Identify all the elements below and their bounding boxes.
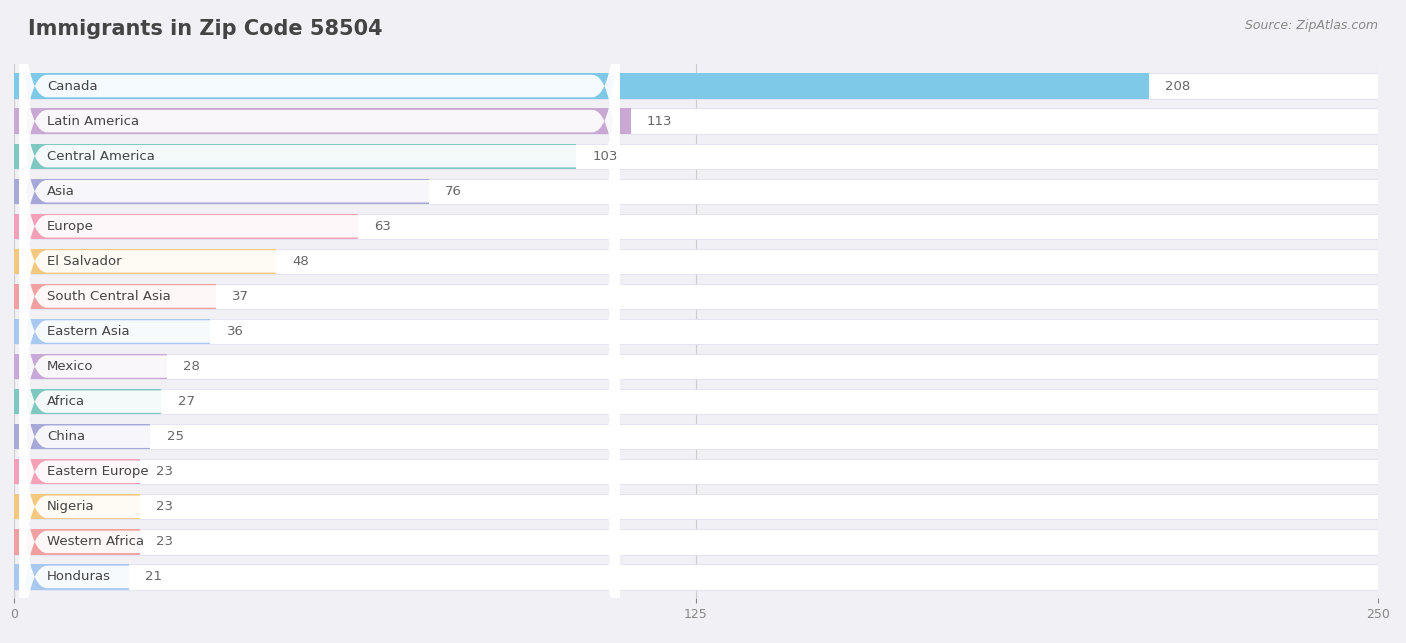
Bar — [14, 109, 630, 134]
Bar — [14, 529, 139, 554]
Text: 113: 113 — [647, 114, 672, 127]
Bar — [14, 529, 1378, 554]
Text: Eastern Europe: Eastern Europe — [46, 466, 149, 478]
Text: Eastern Asia: Eastern Asia — [46, 325, 129, 338]
FancyBboxPatch shape — [20, 237, 620, 566]
Text: 28: 28 — [183, 360, 200, 373]
FancyBboxPatch shape — [20, 0, 620, 250]
Text: 27: 27 — [177, 395, 194, 408]
FancyBboxPatch shape — [20, 203, 620, 530]
Bar — [14, 565, 1378, 590]
Text: Asia: Asia — [46, 185, 75, 198]
Text: Latin America: Latin America — [46, 114, 139, 127]
Text: 76: 76 — [446, 185, 463, 198]
FancyBboxPatch shape — [20, 27, 620, 356]
Text: Western Africa: Western Africa — [46, 536, 143, 548]
Bar — [14, 494, 1378, 520]
Bar — [14, 73, 1378, 98]
Bar — [14, 459, 139, 484]
Bar — [14, 354, 167, 379]
FancyBboxPatch shape — [20, 343, 620, 643]
FancyBboxPatch shape — [20, 62, 620, 390]
Bar — [14, 143, 1378, 169]
Text: El Salvador: El Salvador — [46, 255, 121, 268]
Bar — [14, 109, 1378, 134]
FancyBboxPatch shape — [20, 167, 620, 496]
Text: South Central Asia: South Central Asia — [46, 290, 170, 303]
Text: 21: 21 — [145, 570, 162, 583]
Bar — [14, 565, 128, 590]
Bar — [14, 424, 1378, 449]
Bar — [14, 249, 1378, 274]
Text: Europe: Europe — [46, 220, 94, 233]
Text: 23: 23 — [156, 500, 173, 513]
Text: Africa: Africa — [46, 395, 84, 408]
Text: Source: ZipAtlas.com: Source: ZipAtlas.com — [1244, 19, 1378, 32]
FancyBboxPatch shape — [20, 0, 620, 320]
Text: Honduras: Honduras — [46, 570, 111, 583]
Bar — [14, 179, 1378, 204]
Bar — [14, 389, 162, 414]
Text: Canada: Canada — [46, 80, 97, 93]
Text: 25: 25 — [167, 430, 184, 443]
Text: Nigeria: Nigeria — [46, 500, 94, 513]
Bar — [14, 213, 357, 239]
FancyBboxPatch shape — [20, 413, 620, 643]
Bar — [14, 249, 276, 274]
Text: Central America: Central America — [46, 150, 155, 163]
Bar — [14, 319, 211, 344]
Text: 63: 63 — [374, 220, 391, 233]
FancyBboxPatch shape — [20, 273, 620, 601]
Text: 208: 208 — [1166, 80, 1191, 93]
Text: 23: 23 — [156, 536, 173, 548]
Bar — [14, 284, 1378, 309]
Bar — [14, 354, 1378, 379]
Bar — [14, 494, 139, 520]
Text: China: China — [46, 430, 84, 443]
Bar — [14, 459, 1378, 484]
Text: 103: 103 — [592, 150, 617, 163]
Text: 23: 23 — [156, 466, 173, 478]
Text: 48: 48 — [292, 255, 309, 268]
Text: Mexico: Mexico — [46, 360, 93, 373]
FancyBboxPatch shape — [20, 378, 620, 643]
Bar — [14, 389, 1378, 414]
FancyBboxPatch shape — [20, 97, 620, 426]
Bar — [14, 73, 1149, 98]
Bar — [14, 284, 217, 309]
Text: 37: 37 — [232, 290, 249, 303]
Bar — [14, 179, 429, 204]
Text: 36: 36 — [226, 325, 243, 338]
Bar — [14, 319, 1378, 344]
Text: Immigrants in Zip Code 58504: Immigrants in Zip Code 58504 — [28, 19, 382, 39]
FancyBboxPatch shape — [20, 132, 620, 460]
Bar — [14, 424, 150, 449]
FancyBboxPatch shape — [20, 0, 620, 285]
Bar — [14, 213, 1378, 239]
FancyBboxPatch shape — [20, 307, 620, 636]
Bar — [14, 143, 576, 169]
